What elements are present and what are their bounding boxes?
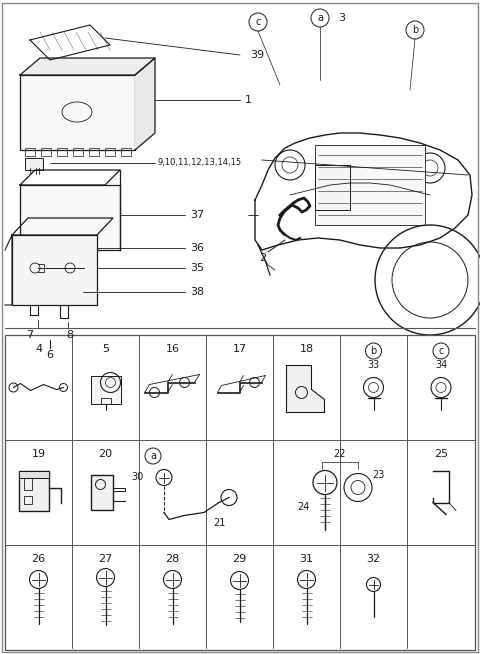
- Text: 30: 30: [132, 472, 144, 483]
- Polygon shape: [287, 366, 324, 413]
- Text: 31: 31: [300, 554, 313, 564]
- Text: 36: 36: [190, 243, 204, 253]
- Bar: [89, 148, 99, 156]
- Text: 21: 21: [213, 517, 225, 528]
- Text: 39: 39: [250, 50, 264, 60]
- Bar: [91, 475, 112, 509]
- Bar: [5, 335, 475, 650]
- Text: 3: 3: [338, 13, 345, 23]
- Text: 2: 2: [259, 253, 266, 263]
- Text: 26: 26: [31, 554, 46, 564]
- Bar: [24, 477, 32, 489]
- Bar: [315, 145, 425, 225]
- Text: 7: 7: [26, 330, 34, 340]
- Bar: [57, 148, 67, 156]
- Text: 29: 29: [232, 554, 247, 564]
- Text: 33: 33: [367, 360, 380, 371]
- Text: 23: 23: [372, 470, 384, 481]
- Bar: [20, 185, 120, 250]
- Bar: [105, 148, 115, 156]
- Bar: [41, 148, 51, 156]
- Text: 6: 6: [47, 350, 53, 360]
- Text: 34: 34: [435, 360, 447, 371]
- Text: 24: 24: [297, 502, 309, 513]
- Text: 8: 8: [66, 330, 73, 340]
- Text: 17: 17: [232, 344, 247, 354]
- Bar: [112, 487, 124, 490]
- Bar: [12, 235, 97, 305]
- Bar: [121, 148, 131, 156]
- Bar: [91, 375, 120, 404]
- Text: 22: 22: [334, 449, 346, 459]
- Text: b: b: [412, 25, 418, 35]
- Text: 16: 16: [166, 344, 180, 354]
- Text: 27: 27: [98, 554, 113, 564]
- Polygon shape: [20, 58, 155, 75]
- Text: 18: 18: [300, 344, 313, 354]
- Bar: [315, 165, 350, 210]
- Text: a: a: [150, 451, 156, 461]
- Text: 28: 28: [166, 554, 180, 564]
- Text: 32: 32: [366, 554, 381, 564]
- Bar: [73, 148, 83, 156]
- Text: b: b: [371, 346, 377, 356]
- Text: 5: 5: [102, 344, 109, 354]
- Text: 20: 20: [98, 449, 113, 459]
- Text: c: c: [438, 346, 444, 356]
- Text: 19: 19: [31, 449, 46, 459]
- Bar: [19, 470, 48, 477]
- Text: 25: 25: [434, 449, 448, 459]
- Bar: [25, 148, 35, 156]
- Text: 9,10,11,12,13,14,15: 9,10,11,12,13,14,15: [158, 158, 242, 167]
- Text: a: a: [317, 13, 323, 23]
- Bar: [60, 287, 82, 297]
- Bar: [20, 75, 135, 150]
- Text: 1: 1: [245, 95, 252, 105]
- Text: 4: 4: [35, 344, 42, 354]
- Bar: [19, 470, 48, 511]
- Bar: [100, 398, 110, 404]
- Polygon shape: [135, 58, 155, 150]
- Bar: [24, 496, 32, 504]
- Bar: [25, 158, 43, 170]
- Text: 38: 38: [190, 287, 204, 297]
- Text: 35: 35: [190, 263, 204, 273]
- Text: 37: 37: [190, 210, 204, 220]
- Text: c: c: [255, 17, 261, 27]
